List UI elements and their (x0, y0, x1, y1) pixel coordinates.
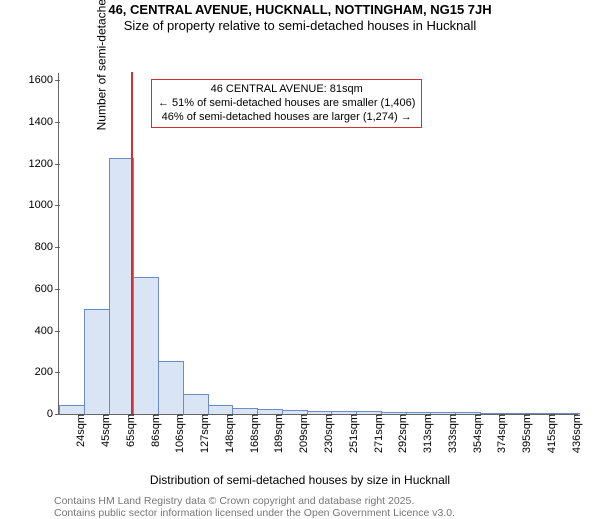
x-tick: 436sqm (567, 414, 583, 453)
x-tick: 24sqm (71, 414, 87, 447)
marker-line (131, 72, 133, 414)
x-tick: 313sqm (418, 414, 434, 453)
plot-area: 46 CENTRAL AVENUE: 81sqm ← 51% of semi-d… (58, 73, 578, 415)
x-tick: 230sqm (319, 414, 335, 453)
histogram-bar (158, 361, 184, 414)
x-tick: 168sqm (245, 414, 261, 453)
credit-line-1: Contains HM Land Registry data © Crown c… (54, 495, 600, 507)
x-tick: 292sqm (393, 414, 409, 453)
x-tick: 148sqm (220, 414, 236, 453)
x-tick: 251sqm (344, 414, 360, 453)
x-tick: 415sqm (542, 414, 558, 453)
histogram-bar (59, 405, 85, 414)
x-tick: 45sqm (96, 414, 112, 447)
chart-title-main: 46, CENTRAL AVENUE, HUCKNALL, NOTTINGHAM… (0, 2, 600, 17)
x-tick: 354sqm (468, 414, 484, 453)
x-tick: 333sqm (443, 414, 459, 453)
x-tick: 86sqm (146, 414, 162, 447)
y-tick: 0 (47, 408, 59, 420)
y-tick: 200 (35, 366, 59, 378)
callout-line-3: 46% of semi-detached houses are larger (… (158, 111, 415, 125)
y-tick: 400 (35, 325, 59, 337)
histogram-bar (183, 394, 209, 414)
y-tick: 600 (35, 283, 59, 295)
x-tick: 65sqm (121, 414, 137, 447)
x-tick: 106sqm (170, 414, 186, 453)
histogram-bar (208, 405, 234, 414)
y-tick: 1200 (29, 158, 59, 170)
x-tick: 271sqm (369, 414, 385, 453)
y-tick: 800 (35, 241, 59, 253)
callout-line-2: ← 51% of semi-detached houses are smalle… (158, 97, 415, 111)
credit-line-2: Contains public sector information licen… (54, 507, 600, 519)
y-tick: 1400 (29, 116, 59, 128)
x-tick: 209sqm (294, 414, 310, 453)
y-tick: 1000 (29, 199, 59, 211)
x-tick: 189sqm (269, 414, 285, 453)
x-axis-label: Distribution of semi-detached houses by … (0, 473, 600, 487)
marker-callout: 46 CENTRAL AVENUE: 81sqm ← 51% of semi-d… (151, 79, 422, 128)
histogram-bar (133, 277, 159, 414)
x-tick: 374sqm (492, 414, 508, 453)
chart-title-sub: Size of property relative to semi-detach… (0, 18, 600, 33)
callout-line-1: 46 CENTRAL AVENUE: 81sqm (158, 83, 415, 97)
x-tick: 395sqm (517, 414, 533, 453)
histogram-bar (84, 309, 110, 414)
y-tick: 1600 (29, 74, 59, 86)
x-tick: 127sqm (195, 414, 211, 453)
credits: Contains HM Land Registry data © Crown c… (0, 495, 600, 519)
